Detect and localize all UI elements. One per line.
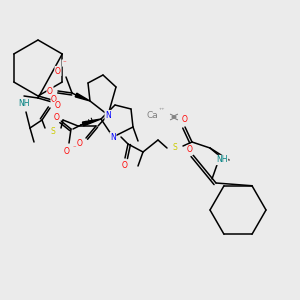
Text: O: O bbox=[51, 95, 57, 104]
Text: ⁻: ⁻ bbox=[72, 145, 76, 151]
Text: O: O bbox=[47, 86, 53, 95]
Text: NH: NH bbox=[18, 100, 30, 109]
Text: ⁺⁺: ⁺⁺ bbox=[159, 107, 165, 112]
Text: Ca: Ca bbox=[146, 110, 158, 119]
Text: O: O bbox=[187, 146, 193, 154]
Polygon shape bbox=[75, 93, 90, 101]
Text: O: O bbox=[55, 67, 61, 76]
Text: S: S bbox=[172, 143, 177, 152]
Text: O: O bbox=[55, 101, 61, 110]
Text: NH: NH bbox=[216, 155, 228, 164]
Text: O: O bbox=[77, 140, 83, 148]
Text: N: N bbox=[105, 110, 111, 119]
Text: O: O bbox=[54, 112, 60, 122]
Text: S: S bbox=[51, 128, 56, 136]
Text: O: O bbox=[122, 161, 128, 170]
Text: ⁻: ⁻ bbox=[62, 60, 66, 66]
Text: O: O bbox=[64, 146, 70, 155]
Text: O: O bbox=[182, 115, 188, 124]
Polygon shape bbox=[82, 119, 101, 126]
Text: N: N bbox=[110, 133, 116, 142]
